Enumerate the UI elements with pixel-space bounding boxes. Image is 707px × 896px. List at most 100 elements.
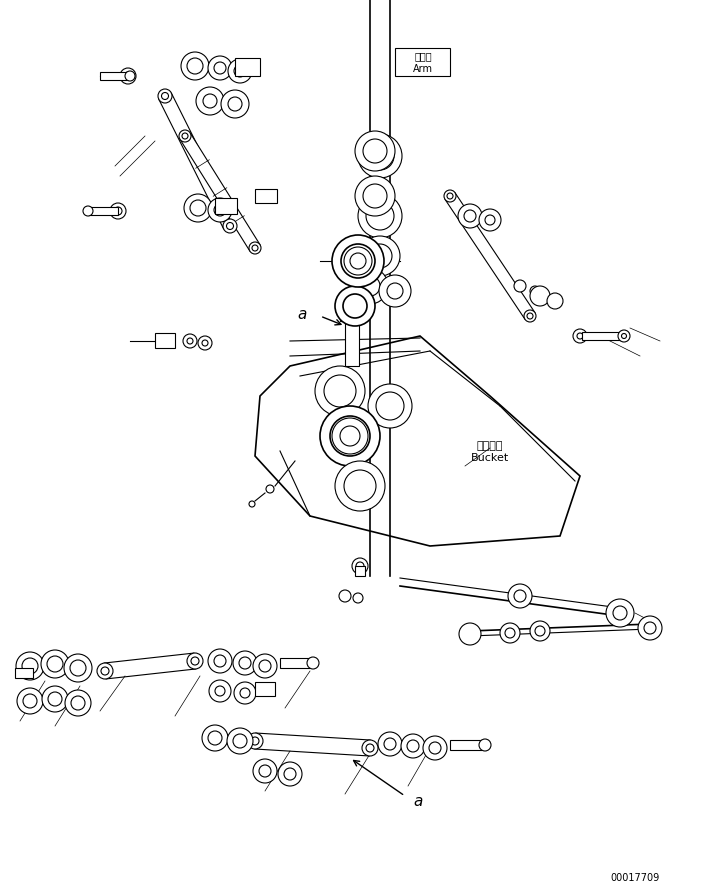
Circle shape [358,134,402,178]
Circle shape [384,738,396,750]
Bar [395,48,450,76]
Circle shape [524,310,536,322]
Circle shape [187,58,203,74]
Circle shape [198,336,212,350]
Circle shape [352,268,388,304]
Circle shape [17,688,43,714]
Circle shape [535,626,545,636]
Circle shape [259,660,271,672]
Bar [88,207,118,215]
Circle shape [252,245,258,251]
Polygon shape [445,193,535,319]
Circle shape [16,652,44,680]
Circle shape [251,737,259,745]
Circle shape [447,193,453,199]
Circle shape [429,742,441,754]
Bar [155,333,175,348]
Circle shape [352,558,368,574]
Circle shape [618,330,630,342]
Bar [255,682,275,696]
Circle shape [161,92,168,99]
Circle shape [363,139,387,163]
Circle shape [214,204,226,216]
Circle shape [114,207,122,215]
Circle shape [485,215,495,225]
Circle shape [227,728,253,754]
Circle shape [253,759,277,783]
Circle shape [226,222,233,229]
Circle shape [530,621,550,641]
Circle shape [65,690,91,716]
Circle shape [401,734,425,758]
Circle shape [214,62,226,74]
Circle shape [23,694,37,708]
Circle shape [187,338,193,344]
Circle shape [266,485,274,493]
Circle shape [203,94,217,108]
Circle shape [181,52,209,80]
Circle shape [360,236,400,276]
Circle shape [530,286,550,306]
Circle shape [547,293,563,309]
Circle shape [356,562,364,570]
Circle shape [343,294,367,318]
Circle shape [184,194,212,222]
Circle shape [253,654,277,678]
Circle shape [378,732,402,756]
Circle shape [339,590,351,602]
Circle shape [202,725,228,751]
Circle shape [573,329,587,343]
Bar [100,72,128,80]
Circle shape [366,202,394,230]
Bar [235,58,260,76]
Bar [450,740,482,750]
Circle shape [362,740,378,756]
Circle shape [458,204,482,228]
Circle shape [120,68,136,84]
Circle shape [64,654,92,682]
Circle shape [332,235,384,287]
Circle shape [505,628,515,638]
Circle shape [191,657,199,665]
Circle shape [284,768,296,780]
Circle shape [332,418,368,454]
Circle shape [240,688,250,698]
Circle shape [366,142,394,170]
Circle shape [208,731,222,745]
Bar [215,198,237,214]
Circle shape [335,286,375,326]
Circle shape [233,651,257,675]
Text: アーム: アーム [414,51,432,61]
Circle shape [344,247,372,275]
Circle shape [479,739,491,751]
Circle shape [366,744,374,752]
Circle shape [514,280,526,292]
Bar [345,321,359,366]
Circle shape [621,333,626,339]
Circle shape [259,765,271,777]
Circle shape [355,176,395,216]
Circle shape [71,696,85,710]
Circle shape [368,244,392,268]
Circle shape [41,650,69,678]
Circle shape [613,606,627,620]
Circle shape [479,209,501,231]
Circle shape [70,660,86,676]
Circle shape [464,210,476,222]
Circle shape [278,762,302,786]
Circle shape [239,657,251,669]
Circle shape [208,649,232,673]
Circle shape [508,584,532,608]
Circle shape [110,203,126,219]
Bar [280,658,310,668]
Circle shape [344,470,376,502]
Circle shape [527,313,533,319]
Circle shape [228,59,252,83]
Circle shape [48,692,62,706]
Text: Bucket: Bucket [471,453,509,463]
Bar [255,189,277,203]
Circle shape [234,682,256,704]
Circle shape [125,71,135,81]
Circle shape [358,194,402,238]
Circle shape [320,406,380,466]
